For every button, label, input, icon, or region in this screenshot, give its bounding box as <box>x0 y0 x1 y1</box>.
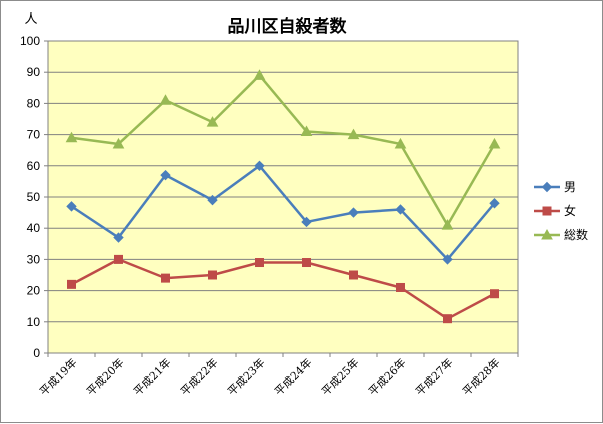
series-line <box>70 258 496 320</box>
x-tick-label: 平成22年 <box>177 355 220 398</box>
data-point <box>65 131 78 143</box>
data-point <box>255 258 264 268</box>
data-point <box>253 69 266 80</box>
x-tick-label: 平成26年 <box>365 355 408 398</box>
series-2 <box>67 254 499 324</box>
data-point <box>254 160 265 172</box>
y-tick-label: 90 <box>27 65 41 79</box>
legend-label: 総数 <box>564 227 588 242</box>
data-point <box>396 282 405 292</box>
legend-label: 女 <box>564 203 576 218</box>
legend-entry-3: 総数 <box>534 227 588 242</box>
y-tick-label: 70 <box>27 128 41 142</box>
data-point <box>160 169 171 181</box>
series-1 <box>66 160 500 265</box>
data-point <box>490 289 499 299</box>
data-point <box>302 258 311 268</box>
x-tick-label: 平成25年 <box>318 355 361 398</box>
legend-marker <box>541 181 553 193</box>
data-point <box>112 137 125 149</box>
data-point <box>488 137 501 149</box>
data-point <box>395 204 406 215</box>
data-point <box>443 314 452 324</box>
data-point <box>207 194 218 206</box>
chart-title: 品川区自殺者数 <box>228 16 348 37</box>
data-point <box>113 232 124 243</box>
data-point <box>300 125 313 136</box>
y-tick-label: 30 <box>27 252 41 266</box>
legend-marker <box>542 206 552 216</box>
data-point <box>349 270 358 280</box>
data-point <box>301 216 312 228</box>
data-point <box>441 219 454 230</box>
x-tick-label: 平成21年 <box>130 355 173 398</box>
legend-entry-2: 女 <box>534 203 576 218</box>
data-point <box>347 128 360 140</box>
y-tick-label: 20 <box>27 284 41 298</box>
legend-label: 男 <box>564 180 576 194</box>
x-tick-label: 平成20年 <box>83 355 126 398</box>
data-point <box>114 254 123 264</box>
data-point <box>206 116 219 127</box>
data-point <box>66 201 77 212</box>
y-tick-label: 40 <box>27 221 41 235</box>
x-tick-label: 平成19年 <box>36 355 79 398</box>
y-tick-label: 60 <box>27 159 41 173</box>
data-point <box>442 254 453 265</box>
y-tick-label: 50 <box>27 190 41 204</box>
data-point <box>161 273 170 283</box>
series-line <box>71 74 496 227</box>
data-point <box>348 207 359 218</box>
legend-marker <box>541 228 553 240</box>
data-point <box>489 198 500 209</box>
data-point <box>67 279 76 289</box>
series-line <box>70 164 496 261</box>
x-tick-label: 平成27年 <box>412 355 455 398</box>
y-tick-label: 80 <box>27 96 41 110</box>
x-tick-label: 平成28年 <box>459 355 502 398</box>
data-point <box>394 137 407 149</box>
y-tick-label: 0 <box>33 346 40 360</box>
x-tick-label: 平成23年 <box>224 355 267 398</box>
y-tick-label: 100 <box>20 34 40 48</box>
data-point <box>208 270 217 280</box>
data-point <box>159 94 172 105</box>
legend-entry-1: 男 <box>534 180 576 194</box>
series-3 <box>65 69 501 230</box>
x-tick-label: 平成24年 <box>271 355 314 398</box>
y-axis-unit-label: 人 <box>24 12 37 27</box>
y-tick-label: 10 <box>27 315 41 329</box>
